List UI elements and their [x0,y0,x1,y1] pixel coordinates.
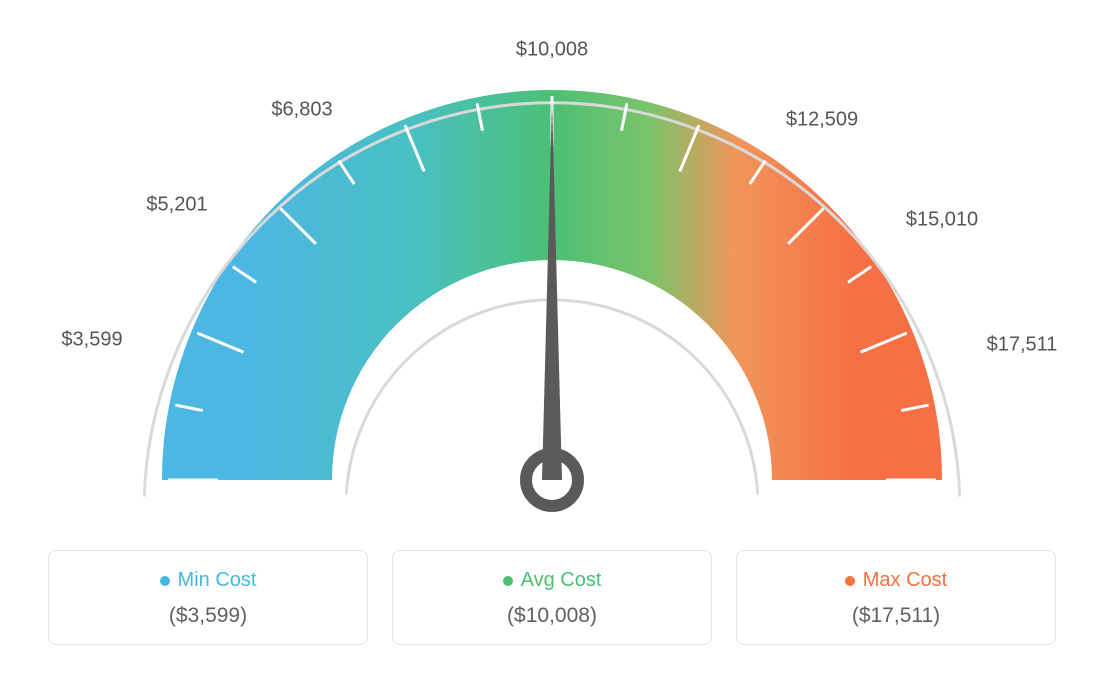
gauge-svg [22,20,1082,530]
gauge-tick-label: $10,008 [516,39,588,62]
gauge-tick-label: $17,511 [987,334,1058,357]
gauge-chart: $3,599 $5,201 $6,803 $10,008 $12,509 $15,010 $… [22,20,1082,540]
legend-value-max: ($17,511) [747,604,1045,628]
legend-dot-avg [503,576,513,586]
legend-title-max: Max Cost [863,569,947,592]
legend-card-max: Max Cost ($17,511) [736,550,1056,645]
legend-dot-max [845,576,855,586]
gauge-tick-label: $3,599 [61,329,122,352]
legend-value-avg: ($10,008) [403,604,701,628]
legend-title-min: Min Cost [178,569,257,592]
gauge-tick-label: $15,010 [906,209,978,232]
gauge-tick-label: $5,201 [146,194,207,217]
legend-card-min: Min Cost ($3,599) [48,550,368,645]
legend-title-avg: Avg Cost [521,569,602,592]
legend-row: Min Cost ($3,599) Avg Cost ($10,008) Max… [20,550,1084,645]
gauge-tick-label: $6,803 [271,99,332,122]
legend-dot-min [160,576,170,586]
legend-value-min: ($3,599) [59,604,357,628]
gauge-tick-label: $12,509 [786,109,858,132]
legend-card-avg: Avg Cost ($10,008) [392,550,712,645]
